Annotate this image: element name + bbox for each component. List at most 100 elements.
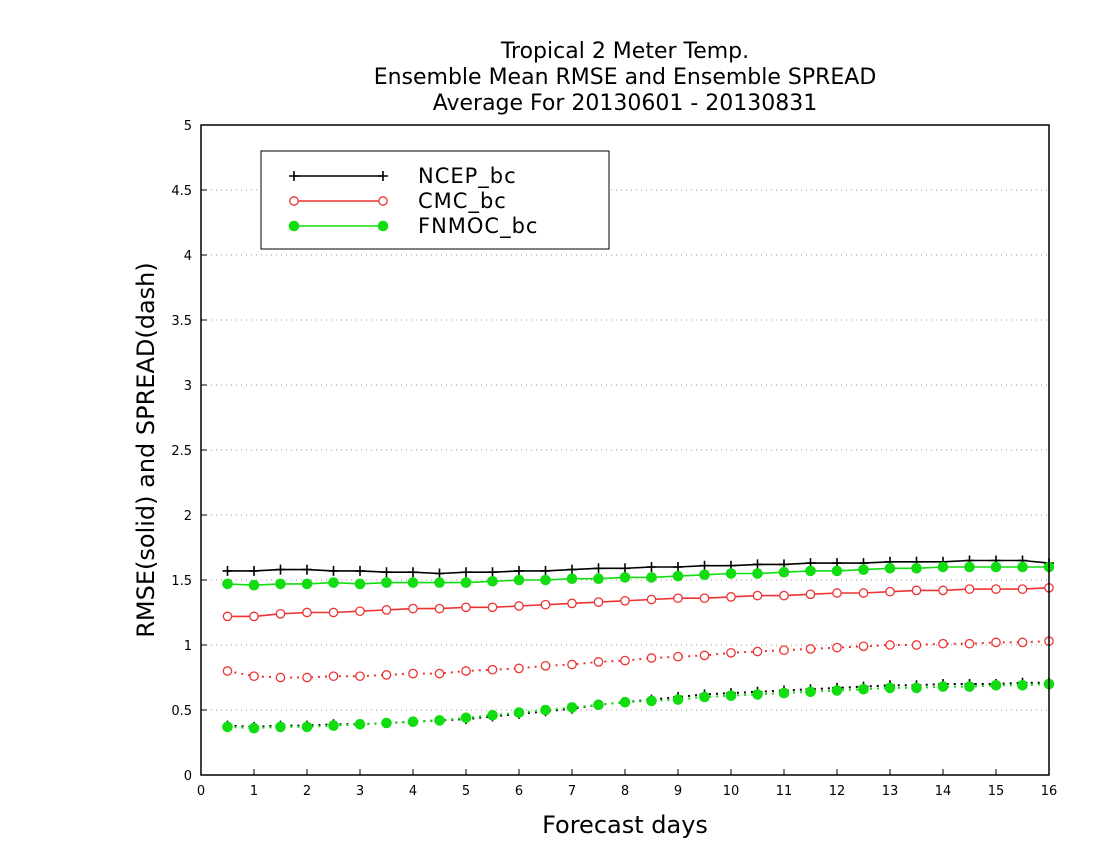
data-point-open-circle: [673, 651, 683, 662]
data-point-plus: [514, 565, 524, 576]
spread-line: [227, 683, 1050, 730]
data-point-plus: [249, 565, 259, 576]
x-tick-label: 14: [935, 784, 952, 799]
data-point-filled-circle: [884, 682, 896, 694]
data-point-open-circle: [832, 588, 842, 598]
title-line-1: Tropical 2 Meter Temp.: [500, 39, 749, 64]
data-point-open-circle: [249, 611, 259, 622]
data-point-plus: [752, 559, 763, 570]
series-FNMOC_bc: [222, 561, 1055, 734]
data-point-filled-circle: [593, 699, 604, 711]
data-point-filled-circle: [990, 680, 1002, 691]
data-point-open-circle: [832, 642, 842, 653]
data-point-open-circle: [487, 602, 498, 613]
data-point-filled-circle: [964, 681, 975, 692]
data-point-filled-circle: [288, 220, 300, 232]
data-point-open-circle: [355, 606, 365, 617]
x-tick-label: 2: [303, 784, 311, 799]
data-point-filled-circle: [566, 573, 578, 585]
data-point-plus: [567, 564, 577, 575]
data-point-filled-circle: [381, 717, 392, 729]
data-point-plus: [408, 567, 418, 578]
data-point-filled-circle: [354, 719, 366, 730]
data-point-open-circle: [302, 672, 312, 683]
data-point-filled-circle: [937, 561, 949, 573]
data-point-open-circle: [302, 607, 312, 618]
title-line-2: Ensemble Mean RMSE and Ensemble SPREAD: [374, 65, 877, 90]
data-point-filled-circle: [275, 721, 286, 733]
data-point-open-circle: [620, 655, 630, 666]
data-point-open-circle: [752, 646, 763, 657]
y-tick-label: 1: [184, 639, 192, 654]
spread-line: [227, 681, 1049, 728]
data-point-open-circle: [487, 664, 498, 675]
data-point-filled-circle: [990, 561, 1002, 573]
rmse-line: [227, 566, 1049, 587]
data-point-open-circle: [434, 668, 445, 679]
data-point-filled-circle: [752, 689, 763, 700]
data-point-filled-circle: [884, 563, 896, 574]
x-tick-label: 13: [882, 784, 899, 799]
data-point-filled-circle: [407, 577, 419, 588]
data-point-open-circle: [289, 196, 299, 206]
data-point-open-circle: [673, 593, 683, 604]
data-point-open-circle: [858, 641, 869, 652]
data-point-filled-circle: [248, 579, 260, 591]
y-tick-label: 4: [184, 249, 192, 264]
legend-box: [260, 150, 610, 250]
data-point-filled-circle: [407, 716, 419, 728]
data-point-open-circle: [461, 666, 471, 676]
x-tick-label: 10: [723, 784, 740, 799]
data-point-plus: [222, 565, 233, 576]
x-tick-label: 5: [462, 784, 470, 799]
data-point-open-circle: [805, 589, 816, 600]
data-point-plus: [302, 564, 312, 575]
data-point-open-circle: [408, 603, 418, 614]
data-point-open-circle: [885, 640, 895, 650]
spread-line: [227, 640, 1050, 679]
data-point-filled-circle: [513, 574, 525, 586]
x-tick-label: 4: [409, 784, 417, 799]
data-point-open-circle: [355, 671, 365, 682]
data-point-open-circle: [911, 640, 922, 650]
data-point-open-circle: [1017, 584, 1028, 594]
data-point-open-circle: [938, 638, 948, 649]
data-point-filled-circle: [725, 690, 737, 702]
data-point-plus: [289, 171, 299, 181]
data-point-open-circle: [461, 602, 471, 613]
x-tick-label: 6: [515, 784, 523, 799]
data-point-plus: [355, 565, 365, 576]
data-point-open-circle: [991, 637, 1001, 648]
y-tick-label: 3.5: [171, 314, 192, 329]
data-point-plus: [593, 563, 604, 574]
data-point-open-circle: [381, 605, 392, 615]
data-point-open-circle: [514, 663, 524, 674]
data-point-open-circle: [779, 645, 789, 656]
x-tick-label: 0: [197, 784, 205, 799]
x-axis: 0 1 2 3 4 5 6 7 8 9 10 11 12 13 14 15 16: [197, 769, 1057, 799]
data-point-filled-circle: [540, 574, 551, 586]
x-tick-label: 8: [621, 784, 629, 799]
data-point-filled-circle: [619, 696, 631, 708]
data-point-open-circle: [434, 603, 445, 614]
rmse-line: [227, 559, 1050, 575]
data-point-filled-circle: [778, 566, 790, 578]
data-point-open-circle: [514, 601, 524, 611]
data-point-open-circle: [567, 598, 577, 609]
data-point-filled-circle: [831, 685, 843, 696]
series-CMC_bc: [222, 582, 1054, 683]
title-line-3: Average For 20130601 - 20130831: [433, 91, 818, 116]
data-point-open-circle: [699, 593, 710, 604]
data-point-open-circle: [885, 586, 895, 597]
data-point-filled-circle: [275, 578, 286, 590]
data-point-plus: [461, 567, 471, 578]
data-point-filled-circle: [487, 576, 498, 587]
data-point-filled-circle: [725, 568, 737, 579]
x-tick-label: 3: [356, 784, 364, 799]
data-point-open-circle: [222, 611, 233, 622]
y-axis: 0 0.5 1 1.5 2 2.5 3 3.5 4 4.5 5: [171, 119, 207, 784]
data-point-open-circle: [381, 670, 392, 680]
data-point-open-circle: [964, 638, 975, 649]
data-point-filled-circle: [566, 702, 578, 713]
